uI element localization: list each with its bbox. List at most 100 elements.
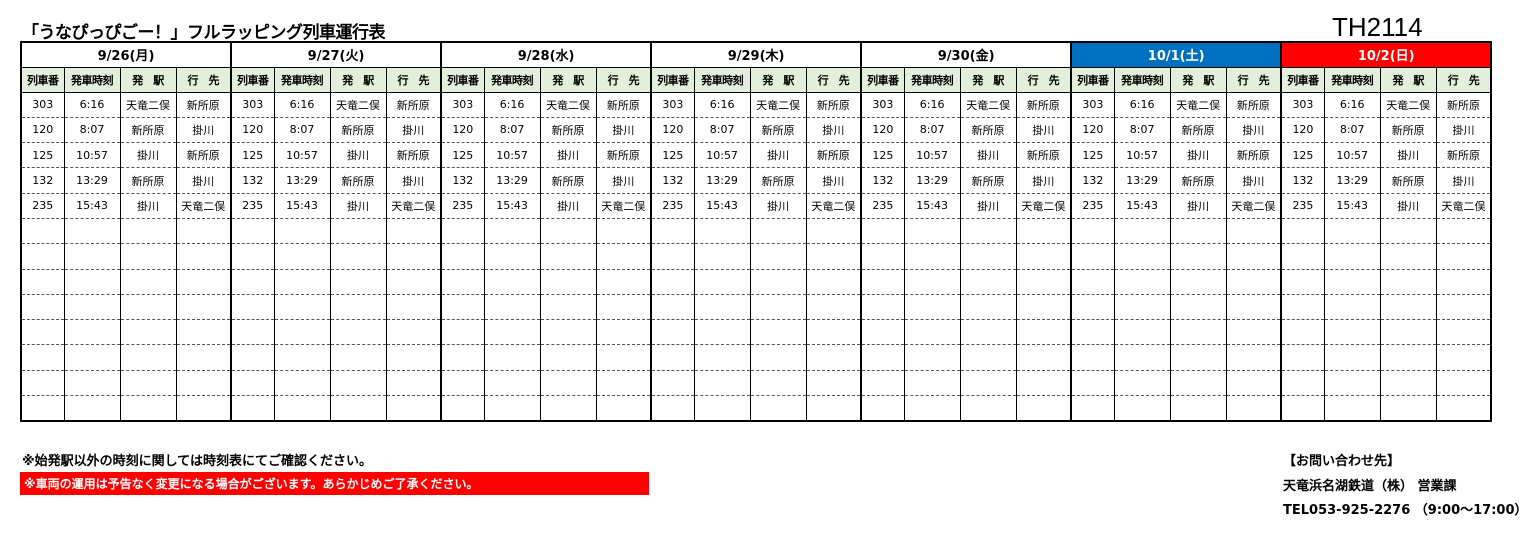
empty-cell (329, 243, 387, 270)
empty-cell (650, 395, 695, 421)
train-number: 235 (860, 193, 905, 219)
departure-time: 15:43 (903, 193, 961, 219)
empty-cell (903, 370, 961, 397)
train-number: 132 (1280, 167, 1325, 194)
departure-time: 8:07 (693, 117, 751, 144)
empty-cell (1225, 319, 1282, 346)
destination: 天竜二俣 (175, 193, 232, 219)
empty-cell (1225, 269, 1282, 295)
empty-cell (1323, 395, 1381, 421)
empty-cell (959, 294, 1017, 321)
empty-cell (693, 294, 751, 321)
empty-cell (329, 218, 387, 245)
empty-cell (1435, 218, 1492, 245)
train-number: 125 (860, 142, 905, 169)
train-number: 120 (230, 117, 275, 144)
train-number: 120 (440, 117, 485, 144)
empty-cell (1070, 319, 1115, 346)
train-number: 120 (860, 117, 905, 144)
empty-cell (385, 344, 442, 371)
empty-cell (595, 269, 652, 295)
origin-station: 天竜二俣 (749, 92, 807, 118)
empty-cell (650, 218, 695, 245)
empty-cell (1225, 218, 1282, 245)
empty-cell (650, 294, 695, 321)
empty-cell (539, 218, 597, 245)
departure-time: 8:07 (1323, 117, 1381, 144)
destination: 新所原 (385, 142, 442, 169)
empty-cell (119, 218, 176, 245)
origin-station: 新所原 (1169, 167, 1227, 194)
empty-cell (1113, 243, 1171, 270)
empty-cell (63, 218, 120, 245)
origin-station: 掛川 (539, 142, 597, 169)
empty-cell (959, 269, 1017, 295)
column-header: 列車番 (860, 67, 905, 93)
empty-cell (230, 344, 275, 371)
day-header: 9/28(水) (440, 42, 652, 68)
empty-cell (903, 269, 961, 295)
empty-cell (650, 269, 695, 295)
departure-time: 8:07 (273, 117, 331, 144)
table-row: 132 13:29 新所原 掛川 132 13:29 新所原 掛川 132 13:29 新所原 掛川 1… (20, 167, 1492, 194)
destination: 新所原 (1435, 92, 1492, 118)
train-number: 125 (440, 142, 485, 169)
destination: 天竜二俣 (805, 193, 862, 219)
destination: 掛川 (385, 117, 442, 144)
origin-station: 新所原 (539, 117, 597, 144)
column-header: 発 駅 (119, 67, 176, 93)
empty-cell (539, 269, 597, 295)
destination: 新所原 (1435, 142, 1492, 169)
empty-cell (329, 370, 387, 397)
table-row: 303 6:16 天竜二俣 新所原 303 6:16 天竜二俣 新所原 303 6:16 天竜二俣新… (20, 92, 1492, 118)
departure-time: 8:07 (903, 117, 961, 144)
empty-cell (860, 319, 905, 346)
empty-cell (1435, 319, 1492, 346)
empty-cell (230, 218, 275, 245)
contact-phone: TEL053-925-2276 （9:00〜17:00） (1283, 503, 1526, 518)
destination: 掛川 (175, 167, 232, 194)
empty-cell (175, 370, 232, 397)
origin-station: 掛川 (749, 142, 807, 169)
empty-cell (1435, 344, 1492, 371)
column-header: 行 先 (1435, 67, 1492, 93)
empty-cell (20, 243, 64, 270)
empty-cell (1015, 319, 1072, 346)
origin-station: 新所原 (1169, 117, 1227, 144)
empty-cell (385, 269, 442, 295)
empty-cell (749, 344, 807, 371)
empty-cell (273, 294, 331, 321)
column-header: 発車時刻 (1323, 67, 1381, 93)
empty-cell (1323, 319, 1381, 346)
empty-cell (273, 269, 331, 295)
column-header: 行 先 (385, 67, 442, 93)
empty-cell (1169, 370, 1227, 397)
empty-cell (1435, 294, 1492, 321)
departure-time: 13:29 (483, 167, 541, 194)
empty-cell (1379, 269, 1437, 295)
empty-cell (805, 370, 862, 397)
empty-cell (595, 395, 652, 421)
departure-time: 10:57 (693, 142, 751, 169)
origin-station: 新所原 (959, 117, 1017, 144)
destination: 天竜二俣 (1015, 193, 1072, 219)
empty-cell (860, 269, 905, 295)
note-warning-banner: ※車両の運用は予告なく変更になる場合がございます。あらかじめご了承ください。 (20, 472, 649, 495)
column-header: 行 先 (1225, 67, 1282, 93)
empty-cell (329, 294, 387, 321)
empty-cell (860, 243, 905, 270)
empty-cell (1113, 395, 1171, 421)
origin-station: 天竜二俣 (329, 92, 387, 118)
empty-cell (539, 344, 597, 371)
empty-cell (749, 319, 807, 346)
departure-time: 6:16 (1323, 92, 1381, 118)
empty-cell (1280, 269, 1325, 295)
destination: 掛川 (595, 167, 652, 194)
destination: 新所原 (1015, 92, 1072, 118)
column-header-row: 列車番 発車時刻発 駅行 先列車番 発車時刻発 駅行 先列車番 発車時刻発 駅行 先列… (20, 67, 1492, 93)
empty-cell (230, 269, 275, 295)
empty-cell (1070, 370, 1115, 397)
destination: 新所原 (385, 92, 442, 118)
empty-cell (1323, 344, 1381, 371)
empty-cell (20, 395, 64, 421)
